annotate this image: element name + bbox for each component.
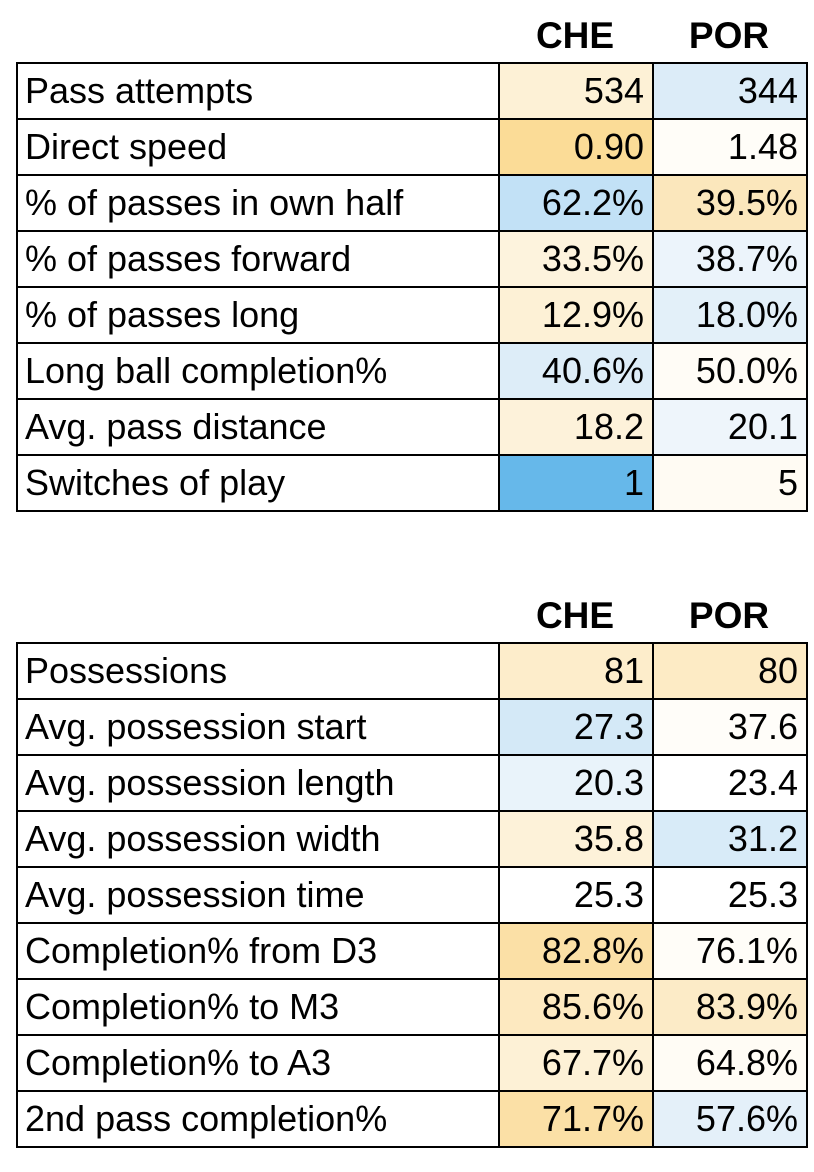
row-label: Avg. possession width <box>16 810 500 868</box>
passing-stats-table: Pass attempts 534 344 Direct speed 0.90 1.48%… <box>16 62 808 512</box>
table-row: Possessions 81 80 <box>16 642 808 700</box>
row-label: Completion% to M3 <box>16 978 500 1036</box>
table-row: Long ball completion% 40.6% 50.0% <box>16 342 808 400</box>
che-value-cell: 81 <box>498 642 654 700</box>
che-value-cell: 62.2% <box>498 174 654 232</box>
row-label: Long ball completion% <box>16 342 500 400</box>
column-header-che: CHE <box>535 595 615 636</box>
row-label: % of passes long <box>16 286 500 344</box>
row-label: Pass attempts <box>16 62 500 120</box>
row-label: Avg. possession length <box>16 754 500 812</box>
che-value-cell: 85.6% <box>498 978 654 1036</box>
por-value-cell: 1.48 <box>652 118 808 176</box>
table-row: Pass attempts 534 344 <box>16 62 808 120</box>
por-value-cell: 5 <box>652 454 808 512</box>
passing-stats-block: CHE POR Pass attempts 534 344 Direct speed 0… <box>16 8 808 512</box>
row-label: Avg. pass distance <box>16 398 500 456</box>
row-label: Avg. possession start <box>16 698 500 756</box>
che-value-cell: 534 <box>498 62 654 120</box>
che-value-cell: 35.8 <box>498 810 654 868</box>
por-value-cell: 64.8% <box>652 1034 808 1092</box>
por-value-cell: 57.6% <box>652 1090 808 1148</box>
che-value-cell: 40.6% <box>498 342 654 400</box>
por-value-cell: 80 <box>652 642 808 700</box>
por-value-cell: 18.0% <box>652 286 808 344</box>
por-value-cell: 31.2 <box>652 810 808 868</box>
possession-stats-block: CHE POR Possessions 81 80 Avg. possession s… <box>16 588 808 1148</box>
table-row: Direct speed 0.90 1.48 <box>16 118 808 176</box>
row-label: Avg. possession time <box>16 866 500 924</box>
che-value-cell: 27.3 <box>498 698 654 756</box>
row-label: 2nd pass completion% <box>16 1090 500 1148</box>
row-label: Possessions <box>16 642 500 700</box>
row-label: % of passes in own half <box>16 174 500 232</box>
table-row: Completion% to A3 67.7% 64.8% <box>16 1034 808 1092</box>
row-label: Completion% from D3 <box>16 922 500 980</box>
che-value-cell: 12.9% <box>498 286 654 344</box>
table-row: Avg. possession width 35.8 31.2 <box>16 810 808 868</box>
column-header-por: POR <box>688 15 770 56</box>
table-row: Completion% to M3 85.6% 83.9% <box>16 978 808 1036</box>
che-value-cell: 1 <box>498 454 654 512</box>
table-row: Switches of play 1 5 <box>16 454 808 512</box>
table-row: % of passes long 12.9% 18.0% <box>16 286 808 344</box>
che-value-cell: 0.90 <box>498 118 654 176</box>
table-row: Avg. possession time 25.3 25.3 <box>16 866 808 924</box>
passing-header-row: CHE POR <box>16 8 806 62</box>
row-label: % of passes forward <box>16 230 500 288</box>
che-value-cell: 71.7% <box>498 1090 654 1148</box>
por-value-cell: 344 <box>652 62 808 120</box>
por-value-cell: 20.1 <box>652 398 808 456</box>
table-row: Avg. pass distance 18.2 20.1 <box>16 398 808 456</box>
table-row: Avg. possession start 27.3 37.6 <box>16 698 808 756</box>
table-row: Avg. possession length 20.3 23.4 <box>16 754 808 812</box>
che-value-cell: 25.3 <box>498 866 654 924</box>
column-header-por: POR <box>688 595 770 636</box>
column-header-che: CHE <box>535 15 615 56</box>
row-label: Completion% to A3 <box>16 1034 500 1092</box>
table-row: % of passes forward 33.5% 38.7% <box>16 230 808 288</box>
por-value-cell: 38.7% <box>652 230 808 288</box>
table-row: 2nd pass completion% 71.7% 57.6% <box>16 1090 808 1148</box>
por-value-cell: 37.6 <box>652 698 808 756</box>
che-value-cell: 82.8% <box>498 922 654 980</box>
por-value-cell: 83.9% <box>652 978 808 1036</box>
che-value-cell: 33.5% <box>498 230 654 288</box>
table-row: % of passes in own half 62.2% 39.5% <box>16 174 808 232</box>
che-value-cell: 18.2 <box>498 398 654 456</box>
por-value-cell: 23.4 <box>652 754 808 812</box>
che-value-cell: 67.7% <box>498 1034 654 1092</box>
possession-stats-table: Possessions 81 80 Avg. possession start 27.3… <box>16 642 808 1148</box>
che-value-cell: 20.3 <box>498 754 654 812</box>
row-label: Direct speed <box>16 118 500 176</box>
table-row: Completion% from D3 82.8% 76.1% <box>16 922 808 980</box>
possession-header-row: CHE POR <box>16 588 806 642</box>
row-label: Switches of play <box>16 454 500 512</box>
por-value-cell: 50.0% <box>652 342 808 400</box>
por-value-cell: 39.5% <box>652 174 808 232</box>
por-value-cell: 76.1% <box>652 922 808 980</box>
por-value-cell: 25.3 <box>652 866 808 924</box>
